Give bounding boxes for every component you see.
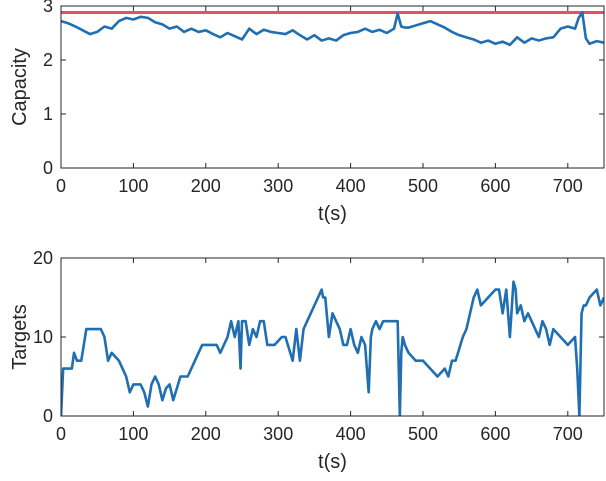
plot-area bbox=[61, 6, 604, 168]
y-axis-label: Capacity bbox=[9, 48, 31, 126]
x-tick-label: 500 bbox=[408, 176, 438, 196]
x-tick-label: 100 bbox=[118, 424, 148, 444]
series-line-1 bbox=[61, 280, 604, 416]
y-tick-label: 20 bbox=[33, 248, 53, 268]
x-axis-label: t(s) bbox=[318, 203, 347, 225]
y-tick-label: 2 bbox=[43, 50, 53, 70]
x-tick-label: 300 bbox=[263, 424, 293, 444]
y-tick-label: 10 bbox=[33, 327, 53, 347]
x-tick-label: 500 bbox=[408, 424, 438, 444]
series-line-1 bbox=[61, 11, 604, 47]
axes-frame bbox=[60, 5, 605, 169]
x-tick-label: 700 bbox=[553, 424, 583, 444]
y-axis-label: Targets bbox=[9, 304, 31, 370]
x-tick-label: 0 bbox=[56, 424, 66, 444]
x-tick-label: 700 bbox=[553, 176, 583, 196]
x-tick-label: 400 bbox=[336, 424, 366, 444]
y-tick-label: 0 bbox=[43, 158, 53, 178]
subplot-2: 0 100 200 300 400 500 600 700 0 10 20 t(s) Targets bbox=[9, 248, 605, 473]
x-tick-label: 0 bbox=[56, 176, 66, 196]
x-tick-label: 100 bbox=[118, 176, 148, 196]
x-tick-label: 400 bbox=[336, 176, 366, 196]
x-tick-label: 600 bbox=[480, 176, 510, 196]
x-tick-label: 600 bbox=[480, 424, 510, 444]
y-tick-label: 3 bbox=[43, 0, 53, 16]
subplot-1: 0 100 200 300 400 500 600 700 0 1 2 3 t(s) Capacity bbox=[9, 0, 605, 225]
x-tick-label: 300 bbox=[263, 176, 293, 196]
y-tick-label: 1 bbox=[43, 104, 53, 124]
y-tick-label: 0 bbox=[43, 406, 53, 426]
x-tick-label: 200 bbox=[191, 424, 221, 444]
x-axis-label: t(s) bbox=[318, 451, 347, 473]
plot-area bbox=[61, 258, 604, 416]
x-tick-label: 200 bbox=[191, 176, 221, 196]
